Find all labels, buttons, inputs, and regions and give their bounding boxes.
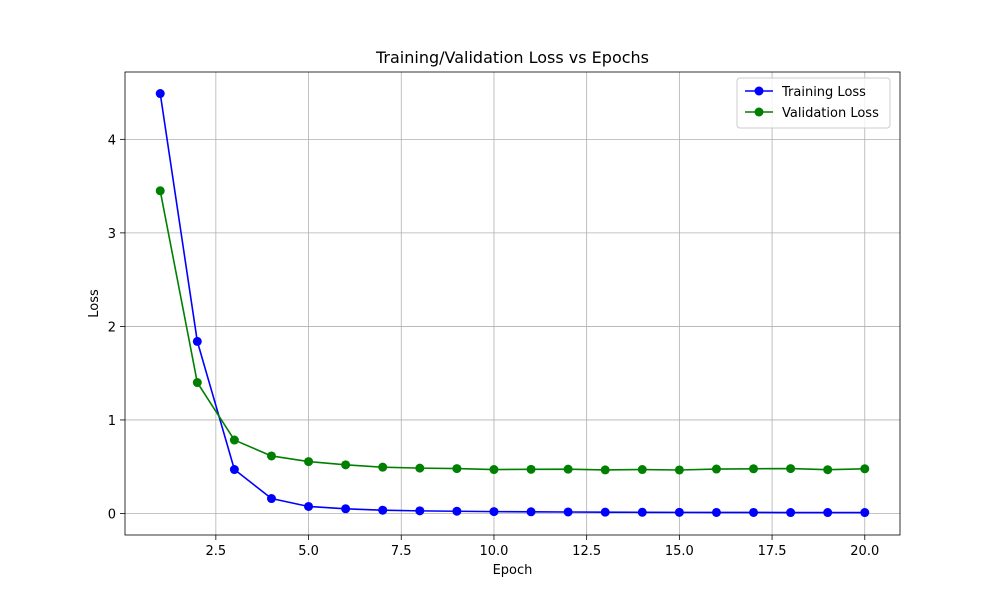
- data-point: [600, 507, 610, 517]
- data-point: [860, 464, 870, 474]
- data-point: [452, 506, 462, 516]
- data-point: [860, 508, 870, 518]
- data-point: [266, 451, 276, 461]
- data-point: [786, 464, 796, 474]
- data-point: [674, 465, 684, 475]
- legend: Training Loss Validation Loss: [736, 77, 891, 129]
- data-point: [155, 186, 165, 196]
- data-point: [192, 378, 202, 388]
- data-point: [637, 507, 647, 517]
- data-point: [563, 464, 573, 474]
- y-axis-label: Loss: [87, 289, 102, 318]
- data-point: [229, 465, 239, 475]
- y-tick-label: 0: [108, 507, 116, 522]
- y-tick-label: 4: [108, 133, 116, 148]
- legend-swatch-marker: [754, 107, 764, 117]
- x-tick-label: 7.5: [391, 544, 412, 559]
- data-point: [526, 464, 536, 474]
- data-point: [600, 465, 610, 475]
- data-point: [749, 507, 759, 517]
- x-tick-label: 10.0: [479, 544, 508, 559]
- grid-lines: [125, 72, 900, 535]
- data-point: [526, 507, 536, 517]
- legend-label: Training Loss: [781, 85, 866, 100]
- x-axis-label: Epoch: [493, 563, 533, 578]
- data-point: [304, 457, 314, 467]
- y-tick-label: 2: [108, 320, 116, 335]
- data-point: [304, 501, 314, 511]
- chart-title: Training/Validation Loss vs Epochs: [375, 48, 649, 67]
- data-point: [786, 508, 796, 518]
- data-point: [452, 464, 462, 474]
- data-point: [266, 494, 276, 504]
- legend-box: [736, 77, 891, 129]
- series-line: [159, 190, 865, 471]
- y-tick-label: 3: [108, 227, 116, 242]
- axes-frame: [124, 71, 901, 536]
- data-point: [489, 507, 499, 517]
- x-tick-label: 2.5: [206, 544, 227, 559]
- data-point: [155, 89, 165, 99]
- x-tick-label: 20.0: [850, 544, 879, 559]
- series-validation-loss: [155, 186, 870, 475]
- data-point: [415, 506, 425, 516]
- series-line: [159, 93, 865, 514]
- data-point: [341, 460, 351, 470]
- legend-item: Validation Loss: [745, 106, 879, 121]
- data-point: [415, 463, 425, 473]
- data-point: [823, 465, 833, 475]
- y-tick-label: 1: [108, 414, 116, 429]
- data-point: [378, 462, 388, 472]
- data-point: [674, 507, 684, 517]
- legend-swatch-marker: [754, 86, 764, 96]
- x-tick-label: 17.5: [758, 544, 787, 559]
- tick-layer: 2.5 5.0 7.5 10.0 12.5 15.0 17.5 20.0 0 1 2 3 4: [108, 133, 880, 559]
- series-training-loss: [155, 89, 870, 518]
- data-point: [341, 504, 351, 514]
- x-tick-label: 12.5: [572, 544, 601, 559]
- data-point: [711, 464, 721, 474]
- series-layer: [155, 89, 870, 518]
- data-point: [711, 507, 721, 517]
- data-point: [749, 464, 759, 474]
- x-tick-label: 15.0: [665, 544, 694, 559]
- legend-label: Validation Loss: [782, 106, 879, 121]
- x-tick-label: 5.0: [298, 544, 319, 559]
- data-point: [378, 505, 388, 515]
- data-point: [489, 465, 499, 475]
- data-point: [563, 507, 573, 517]
- legend-item: Training Loss: [745, 85, 866, 100]
- data-point: [637, 465, 647, 475]
- data-point: [192, 336, 202, 346]
- data-point: [229, 435, 239, 445]
- data-point: [823, 508, 833, 518]
